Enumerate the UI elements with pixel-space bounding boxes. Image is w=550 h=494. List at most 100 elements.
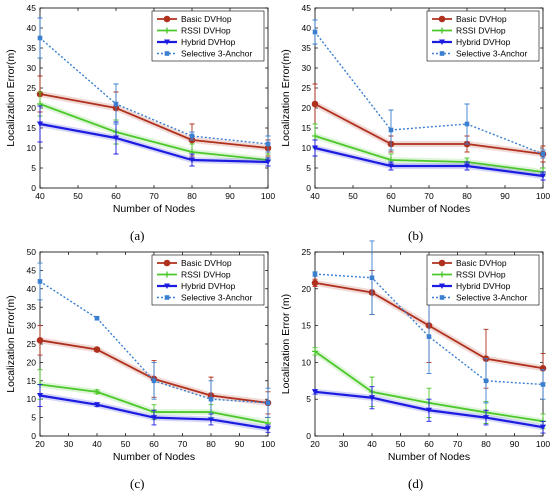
legend-marker: [164, 295, 170, 300]
legend-marker: [164, 51, 170, 56]
data-point: [312, 389, 318, 395]
series-line: [39, 103, 269, 161]
legend-label: Hybrid DVHop: [181, 281, 236, 291]
data-point: [265, 141, 271, 147]
legend-label: Basic DVHop: [181, 14, 232, 24]
caption-d: (d): [408, 476, 424, 491]
data-point: [208, 396, 214, 402]
series-line: [314, 103, 544, 155]
data-point: [464, 163, 470, 169]
x-tick-label: 30: [339, 439, 349, 449]
data-point: [265, 426, 271, 432]
x-tick-label: 90: [225, 191, 235, 201]
data-point: [37, 279, 43, 284]
x-tick-label: 50: [348, 191, 358, 201]
data-point: [151, 378, 157, 384]
y-tick-label: 5: [306, 163, 311, 173]
legend-label: Hybrid DVHop: [181, 37, 236, 47]
x-tick-label: 100: [536, 191, 550, 201]
x-tick-label: 50: [121, 439, 131, 449]
x-tick-label: 60: [386, 191, 396, 201]
x-tick-label: 60: [111, 191, 121, 201]
legend-label: RSSI DVHop: [181, 26, 231, 36]
x-tick-label: 100: [261, 439, 275, 449]
y-tick-label: 45: [27, 3, 37, 13]
series-selective-3-anchor: [37, 17, 271, 153]
legend-label: Basic DVHop: [181, 258, 232, 268]
y-tick-label: 20: [27, 103, 37, 113]
y-tick-label: 45: [302, 3, 312, 13]
legend-label: Hybrid DVHop: [456, 281, 511, 291]
x-tick-label: 100: [261, 191, 275, 201]
data-point: [94, 388, 100, 395]
data-point: [113, 135, 119, 141]
legend-marker: [163, 15, 171, 23]
y-axis-label: Localization Error (m): [280, 294, 292, 394]
data-point: [483, 415, 489, 421]
series-line: [314, 31, 544, 155]
y-tick-label: 45: [27, 265, 37, 275]
data-point: [311, 279, 319, 287]
x-tick-label: 70: [453, 439, 463, 449]
y-tick-label: 30: [302, 63, 312, 73]
legend-label: RSSI DVHop: [456, 26, 506, 36]
data-point: [265, 400, 271, 406]
data-point: [311, 100, 319, 108]
legend-label: Selective 3-Anchor: [181, 293, 253, 303]
legend-marker: [439, 295, 445, 300]
legend-label: Selective 3-Anchor: [456, 293, 528, 303]
data-point: [312, 145, 318, 151]
y-tick-label: 10: [302, 357, 312, 367]
y-tick-label: 25: [27, 83, 37, 93]
data-point: [93, 346, 101, 353]
data-point: [37, 121, 43, 127]
legend-marker: [439, 51, 445, 56]
legend-label: Basic DVHop: [456, 258, 507, 268]
legend-marker: [164, 27, 170, 34]
y-tick-label: 20: [302, 284, 312, 294]
y-tick-label: 35: [27, 43, 37, 53]
legend-label: Basic DVHop: [456, 14, 507, 24]
x-tick-label: 80: [206, 439, 216, 449]
data-point: [113, 101, 119, 107]
data-point: [37, 35, 43, 41]
y-tick-label: 5: [31, 413, 36, 423]
data-point: [208, 416, 214, 423]
y-tick-label: 15: [27, 376, 37, 386]
legend-marker: [439, 271, 445, 278]
x-tick-label: 70: [424, 191, 434, 201]
y-axis-label: Localization Error(m): [280, 49, 292, 146]
y-tick-label: 25: [302, 83, 312, 93]
x-tick-label: 40: [367, 439, 377, 449]
y-tick-label: 15: [302, 123, 312, 133]
x-tick-label: 70: [149, 191, 159, 201]
y-tick-label: 40: [27, 284, 37, 294]
series-line: [39, 37, 269, 145]
series-line: [39, 93, 269, 149]
legend-marker: [163, 259, 171, 267]
x-tick-label: 80: [462, 191, 472, 201]
series-selective-3-anchor: [37, 262, 271, 419]
legend-label: RSSI DVHop: [181, 270, 231, 280]
y-tick-label: 40: [302, 23, 312, 33]
y-tick-label: 15: [302, 321, 312, 331]
x-tick-label: 50: [73, 191, 83, 201]
y-tick-label: 10: [27, 143, 37, 153]
x-tick-label: 40: [92, 439, 102, 449]
data-point: [464, 121, 470, 127]
chart-panel-b: 40 50 60 70 80 90 100 0 5 10 15 20 25 30 35 40 45 Number …: [280, 3, 550, 215]
legend-marker: [438, 15, 446, 23]
y-tick-label: 20: [302, 103, 312, 113]
data-point: [426, 334, 432, 339]
y-tick-label: 40: [27, 23, 37, 33]
legend-marker: [439, 283, 445, 289]
legend-marker: [439, 27, 445, 34]
data-point: [189, 157, 195, 163]
x-axis-label: Number of Nodes: [113, 203, 195, 215]
y-axis-label: Localization Error(m): [5, 295, 17, 392]
caption-b: (b): [408, 228, 424, 243]
